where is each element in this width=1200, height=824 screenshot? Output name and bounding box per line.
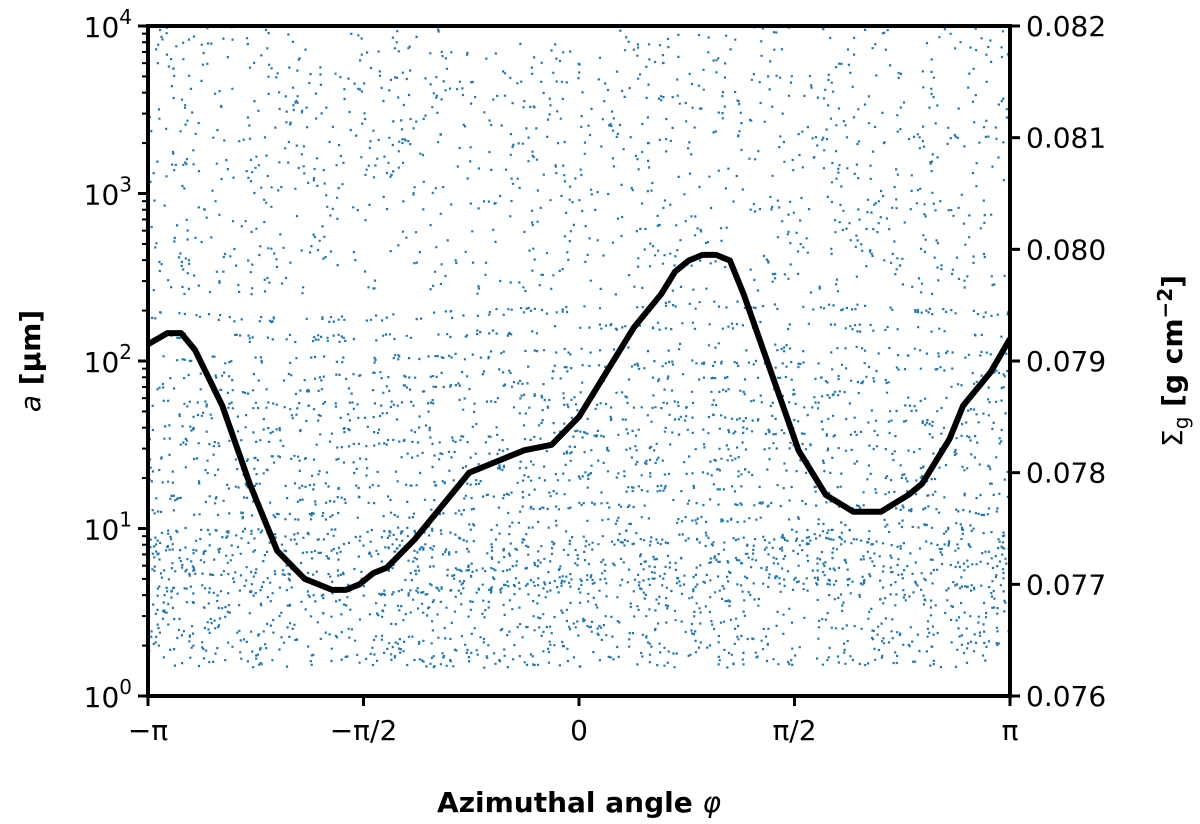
x-tick-label: −π [128,714,168,747]
plot-frame [146,24,1012,698]
x-axis-ticks: −π −π/2 0 π/2 π [128,696,1019,747]
y-right-tick-label: 0.082 [1026,10,1106,43]
gas-density-line [148,251,1010,593]
y-left-tick-label: 104 [84,5,132,44]
y-left-axis-ticks: 100 101 102 103 104 [84,5,148,714]
x-tick-label: 0 [570,714,588,747]
x-tick-label: −π/2 [330,714,398,747]
y-right-tick-label: 0.078 [1026,457,1106,490]
y-right-tick-label: 0.081 [1026,122,1106,155]
scatter-point-cloud [148,26,1010,669]
x-axis-title: Azimuthal angle φ [437,786,721,819]
y-right-tick-label: 0.077 [1026,568,1106,601]
x-tick-label: π/2 [772,714,816,747]
scatter-points [148,26,1010,669]
y-right-tick-label: 0.076 [1026,680,1106,713]
y-left-axis-title: a [μm] [14,310,47,412]
y-left-tick-label: 102 [84,340,132,379]
y-right-tick-label: 0.080 [1026,233,1106,266]
x-tick-label: π [1002,714,1019,747]
y-right-axis-ticks: 0.076 0.077 0.078 0.079 0.080 0.081 0.082 [1010,10,1106,713]
y-left-tick-label: 103 [84,173,132,212]
y-left-tick-label: 100 [84,675,132,714]
y-left-tick-label: 101 [84,508,132,547]
y-right-axis-title: Σg [g cm−2] [1153,275,1193,447]
y-right-tick-label: 0.079 [1026,345,1106,378]
gas-density-line-layer [148,251,1010,593]
